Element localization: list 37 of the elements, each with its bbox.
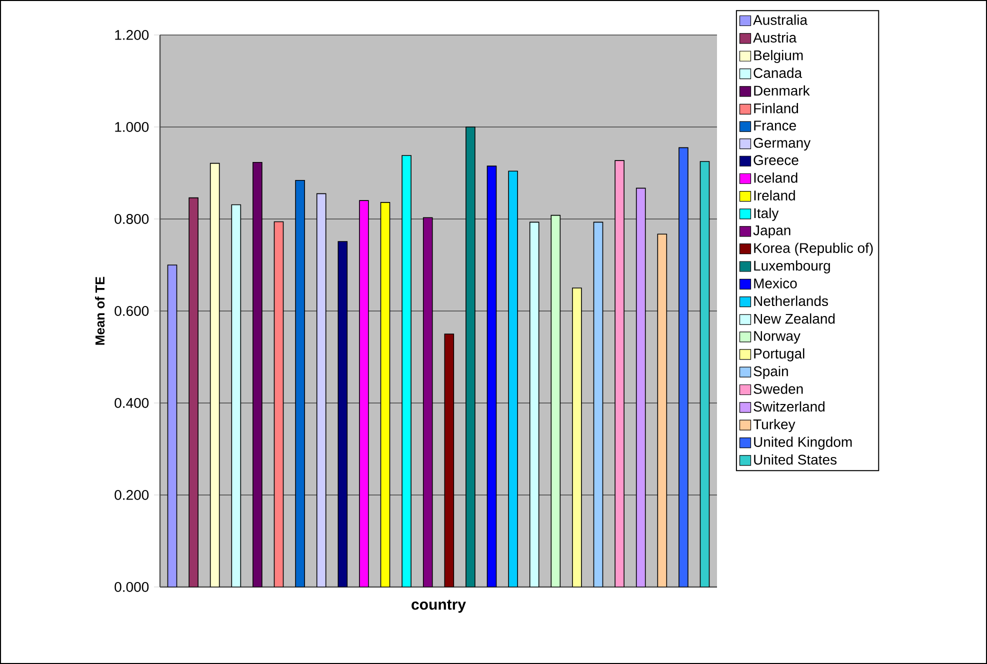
legend-label: New Zealand bbox=[754, 313, 835, 324]
y-tick-label: 1.000 bbox=[115, 122, 149, 132]
legend-label: Denmark bbox=[754, 85, 810, 96]
legend-label: Belgium bbox=[754, 50, 803, 64]
legend-label: Mexico bbox=[754, 278, 797, 288]
legend-label: Luxembourg bbox=[754, 260, 830, 274]
legend-label: Ireland bbox=[754, 190, 795, 200]
legend-label: Italy bbox=[754, 208, 779, 221]
y-tick-label: 0.200 bbox=[114, 490, 149, 500]
y-tick-label: 0.600 bbox=[114, 306, 149, 316]
legend-label: France bbox=[754, 120, 796, 130]
legend-label: Korea (Republic of) bbox=[754, 242, 873, 256]
legend-label: Austria bbox=[753, 32, 797, 43]
legend-label: Iceland bbox=[754, 172, 798, 183]
legend-label: Norway bbox=[754, 331, 800, 344]
legend-label: Spain bbox=[754, 366, 788, 379]
x-axis-title: country bbox=[412, 600, 466, 613]
legend-label: United States bbox=[754, 454, 837, 465]
legend-label: Portugal bbox=[754, 348, 804, 362]
legend-label: Greece bbox=[754, 155, 798, 166]
bar bbox=[572, 288, 582, 587]
bar bbox=[359, 200, 369, 587]
y-tick-label: 0.000 bbox=[114, 582, 149, 592]
legend-label: Finland bbox=[754, 103, 798, 114]
legend-label: Canada bbox=[754, 68, 802, 78]
legend-label: Japan bbox=[753, 226, 790, 238]
y-tick-label: 1.200 bbox=[115, 30, 149, 40]
y-tick-label: 0.800 bbox=[114, 214, 149, 224]
y-axis-title: Mean of TE bbox=[95, 276, 105, 345]
legend-label: Turkey bbox=[753, 418, 796, 432]
legend-label: Australia bbox=[753, 14, 808, 25]
y-tick-label: 0.400 bbox=[114, 398, 149, 408]
legend-label: Germany bbox=[754, 138, 811, 151]
legend-label: United Kingdom bbox=[754, 436, 852, 450]
legend-label: Switzerland bbox=[754, 401, 824, 412]
legend-label: Sweden bbox=[754, 384, 803, 394]
legend-label: Netherlands bbox=[754, 296, 828, 306]
